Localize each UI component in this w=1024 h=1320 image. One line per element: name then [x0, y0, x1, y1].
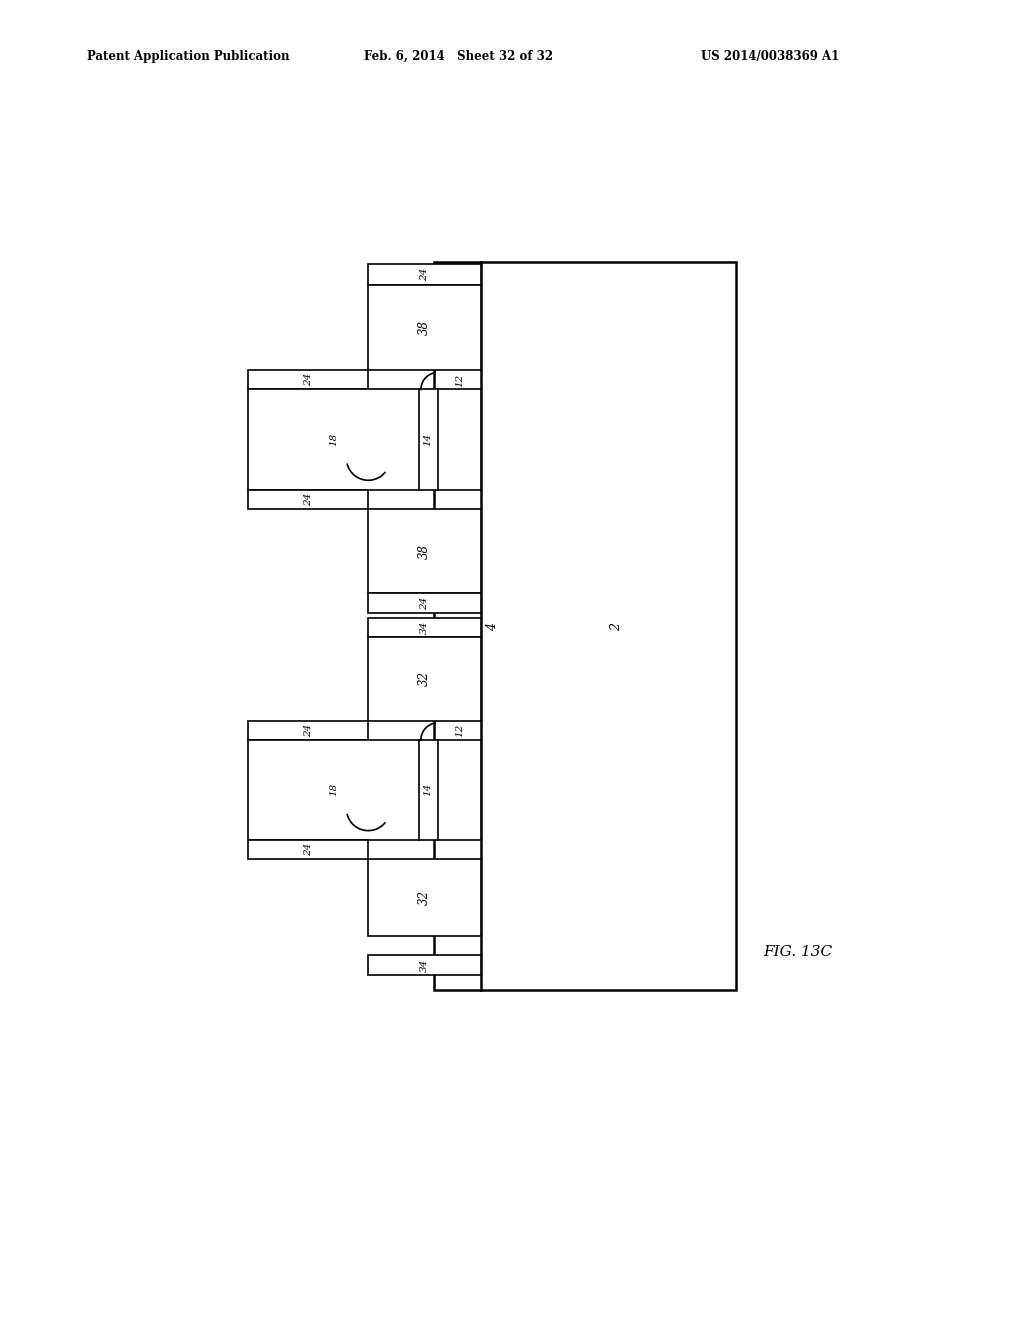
Text: 14: 14	[424, 783, 432, 796]
Text: Feb. 6, 2014   Sheet 32 of 32: Feb. 6, 2014 Sheet 32 of 32	[364, 50, 553, 63]
Bar	[369, 594, 480, 612]
Text: 24: 24	[420, 268, 429, 281]
Bar	[434, 263, 736, 990]
Text: 24: 24	[304, 843, 312, 857]
Text: 32: 32	[418, 672, 431, 686]
Bar	[248, 739, 480, 840]
Text: 12: 12	[456, 374, 464, 387]
Text: 4: 4	[485, 623, 499, 631]
Bar	[369, 508, 480, 594]
Text: 12: 12	[456, 723, 464, 737]
Text: 24: 24	[304, 723, 312, 737]
Bar	[369, 618, 480, 638]
Text: 24: 24	[304, 374, 312, 387]
Text: 18: 18	[329, 433, 338, 446]
Text: FIG. 13C: FIG. 13C	[764, 945, 833, 958]
Text: 24: 24	[420, 597, 429, 610]
Bar	[369, 859, 480, 936]
Text: Patent Application Publication: Patent Application Publication	[87, 50, 290, 63]
Text: 2: 2	[609, 623, 623, 631]
Text: 34: 34	[420, 622, 429, 635]
Bar	[248, 721, 369, 739]
Text: 38: 38	[418, 321, 431, 335]
Text: 24: 24	[304, 492, 312, 506]
Bar	[369, 285, 480, 370]
Bar	[248, 840, 369, 859]
Text: 34: 34	[420, 958, 429, 972]
Text: 14: 14	[424, 433, 432, 446]
Bar	[248, 370, 369, 389]
Text: 38: 38	[418, 544, 431, 558]
Bar	[369, 956, 480, 974]
Bar	[248, 490, 369, 508]
Bar	[369, 264, 480, 285]
Text: 18: 18	[329, 783, 338, 796]
Bar	[369, 638, 480, 721]
Bar	[248, 389, 480, 490]
Text: 32: 32	[418, 890, 431, 906]
Text: US 2014/0038369 A1: US 2014/0038369 A1	[701, 50, 840, 63]
